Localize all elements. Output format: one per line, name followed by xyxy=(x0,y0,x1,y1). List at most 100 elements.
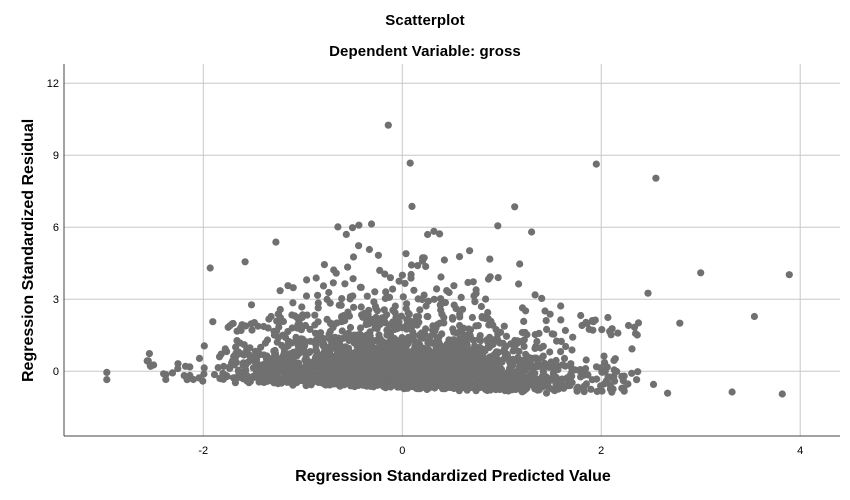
data-point xyxy=(288,324,296,332)
data-point xyxy=(382,288,390,296)
data-point xyxy=(457,326,465,334)
data-point xyxy=(370,364,378,372)
data-point xyxy=(358,339,366,347)
data-point xyxy=(431,354,439,362)
data-point xyxy=(518,304,527,312)
data-point xyxy=(416,306,424,314)
data-point xyxy=(418,257,427,265)
points-layer xyxy=(103,121,793,398)
data-point xyxy=(589,326,597,334)
data-point xyxy=(263,336,272,344)
data-point xyxy=(288,356,296,364)
data-point xyxy=(324,348,333,356)
data-point xyxy=(604,373,612,381)
data-point xyxy=(493,379,502,388)
data-point xyxy=(319,282,328,290)
data-point xyxy=(342,230,350,238)
data-point xyxy=(380,314,388,322)
data-point xyxy=(611,377,619,385)
data-point xyxy=(580,388,588,396)
data-point xyxy=(483,356,491,364)
data-point xyxy=(349,369,357,377)
x-tick-label: 2 xyxy=(598,445,604,457)
data-point xyxy=(484,315,492,323)
data-point xyxy=(562,342,570,351)
data-point xyxy=(398,271,406,279)
data-point xyxy=(289,299,297,307)
data-point xyxy=(580,382,588,390)
data-point xyxy=(608,388,616,396)
data-point xyxy=(318,374,326,382)
data-point xyxy=(255,378,263,386)
data-point xyxy=(512,338,521,346)
data-point xyxy=(545,375,553,383)
data-point xyxy=(633,376,641,384)
data-point xyxy=(546,348,554,356)
outlier-point xyxy=(785,271,793,279)
data-point xyxy=(587,385,595,393)
data-point xyxy=(394,375,402,383)
data-point xyxy=(487,380,495,388)
data-point xyxy=(285,363,293,372)
data-point xyxy=(314,336,322,344)
data-point xyxy=(558,375,566,383)
data-point xyxy=(347,357,355,365)
data-point xyxy=(499,381,508,389)
data-point xyxy=(416,361,424,369)
data-point xyxy=(466,247,474,255)
data-point xyxy=(297,335,305,343)
data-point xyxy=(340,316,348,324)
data-point xyxy=(405,310,413,318)
data-point xyxy=(250,319,258,327)
data-point xyxy=(447,360,455,368)
data-point xyxy=(407,274,415,282)
data-point xyxy=(210,371,219,379)
data-point xyxy=(281,377,289,385)
data-point xyxy=(728,388,736,396)
data-point xyxy=(450,336,458,344)
data-point xyxy=(229,319,237,328)
data-point xyxy=(561,326,570,335)
data-point xyxy=(243,346,251,354)
data-point xyxy=(367,220,376,228)
data-point xyxy=(276,356,284,364)
data-point xyxy=(345,334,353,342)
outlier-point xyxy=(676,319,684,327)
data-point xyxy=(264,324,272,332)
data-point xyxy=(275,378,283,386)
data-point xyxy=(429,322,437,330)
data-point xyxy=(628,369,636,377)
data-point xyxy=(312,274,320,282)
data-point xyxy=(416,350,424,358)
data-point xyxy=(359,313,367,321)
data-point xyxy=(423,312,431,321)
data-point xyxy=(363,292,371,300)
data-point xyxy=(335,301,343,309)
data-point xyxy=(437,361,446,369)
data-point xyxy=(411,382,419,390)
data-point xyxy=(588,376,596,384)
data-point xyxy=(553,337,561,345)
data-point xyxy=(312,346,320,354)
data-point xyxy=(600,352,608,360)
data-point xyxy=(356,324,365,332)
data-point xyxy=(624,321,633,330)
data-point xyxy=(341,354,350,362)
data-point xyxy=(485,365,493,373)
y-tick-label: 3 xyxy=(53,294,59,306)
outlier-point xyxy=(103,376,111,384)
chart-title: Scatterplot xyxy=(385,12,465,29)
data-point xyxy=(575,366,583,374)
data-point xyxy=(380,341,388,349)
data-point xyxy=(477,302,485,311)
data-point xyxy=(381,371,389,379)
data-point xyxy=(630,323,639,331)
data-point xyxy=(314,318,322,326)
data-point xyxy=(527,356,535,364)
data-point xyxy=(608,325,616,333)
x-tick-label: 0 xyxy=(399,445,405,457)
data-point xyxy=(439,373,447,381)
data-point xyxy=(433,380,441,388)
data-point xyxy=(494,274,502,282)
data-point xyxy=(329,343,337,351)
